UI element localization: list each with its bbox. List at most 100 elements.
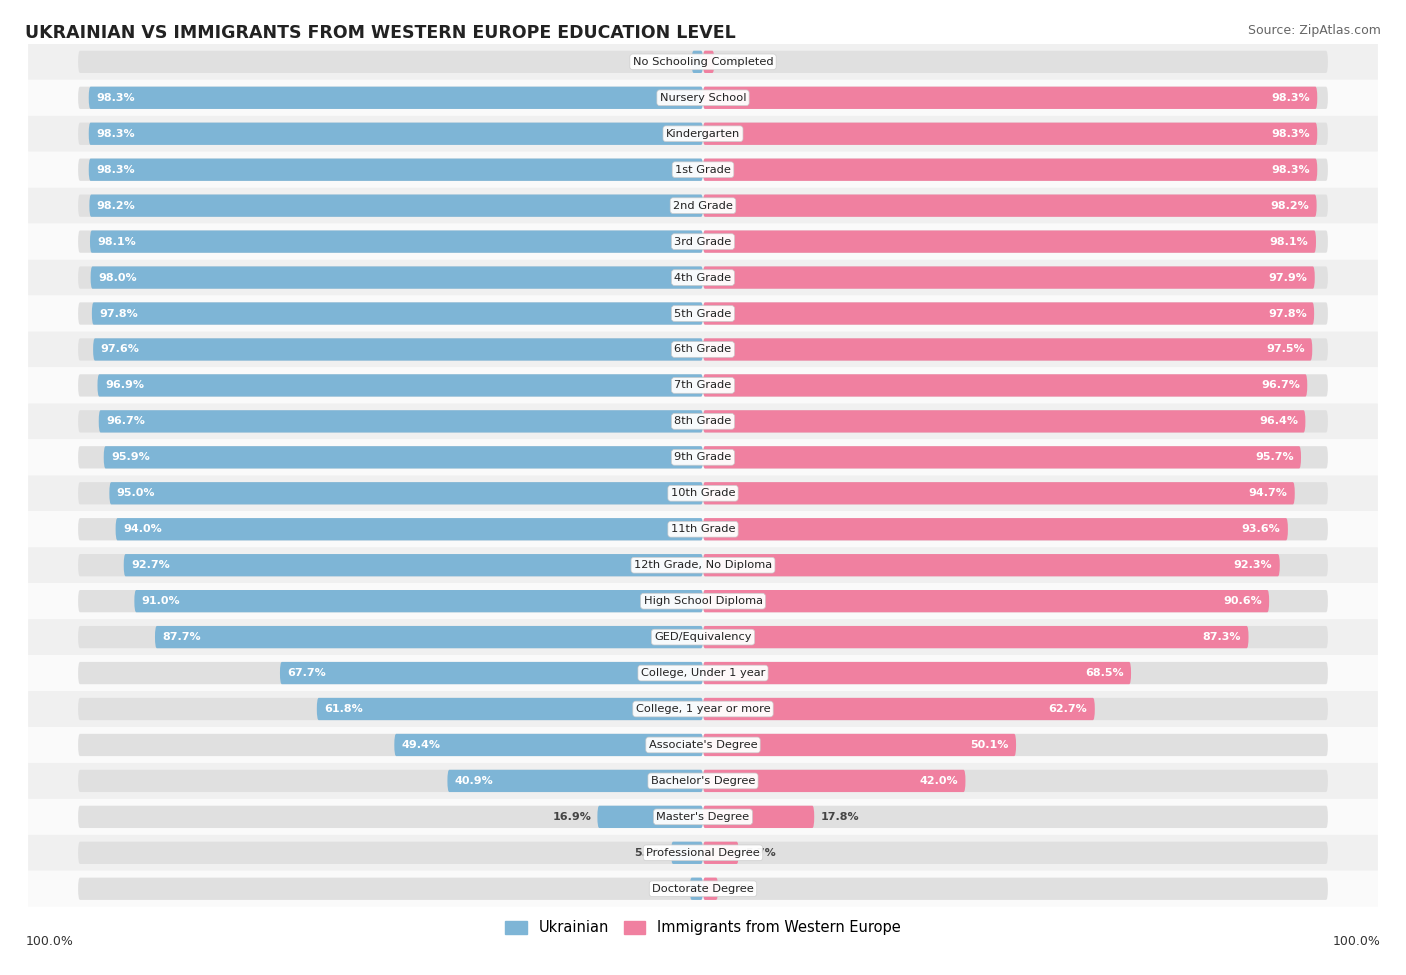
FancyBboxPatch shape bbox=[703, 805, 1327, 828]
FancyBboxPatch shape bbox=[79, 626, 703, 648]
Text: 97.8%: 97.8% bbox=[100, 308, 138, 319]
FancyBboxPatch shape bbox=[703, 662, 1327, 684]
FancyBboxPatch shape bbox=[89, 87, 703, 109]
FancyBboxPatch shape bbox=[28, 295, 1378, 332]
FancyBboxPatch shape bbox=[79, 662, 703, 684]
Text: Master's Degree: Master's Degree bbox=[657, 812, 749, 822]
Text: 1.8%: 1.8% bbox=[655, 57, 686, 67]
Text: 87.7%: 87.7% bbox=[163, 632, 201, 643]
Text: Kindergarten: Kindergarten bbox=[666, 129, 740, 138]
FancyBboxPatch shape bbox=[79, 302, 703, 325]
FancyBboxPatch shape bbox=[28, 332, 1378, 368]
Text: 61.8%: 61.8% bbox=[325, 704, 363, 714]
Text: Doctorate Degree: Doctorate Degree bbox=[652, 883, 754, 894]
FancyBboxPatch shape bbox=[703, 483, 1327, 504]
FancyBboxPatch shape bbox=[28, 44, 1378, 80]
FancyBboxPatch shape bbox=[690, 878, 703, 900]
FancyBboxPatch shape bbox=[28, 116, 1378, 152]
FancyBboxPatch shape bbox=[703, 698, 1095, 721]
FancyBboxPatch shape bbox=[79, 266, 703, 289]
FancyBboxPatch shape bbox=[79, 123, 703, 145]
Text: 97.9%: 97.9% bbox=[1268, 273, 1308, 283]
Text: UKRAINIAN VS IMMIGRANTS FROM WESTERN EUROPE EDUCATION LEVEL: UKRAINIAN VS IMMIGRANTS FROM WESTERN EUR… bbox=[25, 24, 737, 42]
Text: 6th Grade: 6th Grade bbox=[675, 344, 731, 355]
FancyBboxPatch shape bbox=[89, 123, 703, 145]
Text: 1.8%: 1.8% bbox=[720, 57, 751, 67]
FancyBboxPatch shape bbox=[28, 655, 1378, 691]
Text: 2nd Grade: 2nd Grade bbox=[673, 201, 733, 211]
FancyBboxPatch shape bbox=[703, 374, 1308, 397]
FancyBboxPatch shape bbox=[280, 662, 703, 684]
FancyBboxPatch shape bbox=[703, 590, 1327, 612]
Text: 97.6%: 97.6% bbox=[101, 344, 139, 355]
FancyBboxPatch shape bbox=[28, 835, 1378, 871]
FancyBboxPatch shape bbox=[28, 583, 1378, 619]
Text: 92.7%: 92.7% bbox=[131, 561, 170, 570]
FancyBboxPatch shape bbox=[79, 554, 703, 576]
FancyBboxPatch shape bbox=[98, 410, 703, 433]
Text: 67.7%: 67.7% bbox=[287, 668, 326, 678]
FancyBboxPatch shape bbox=[90, 230, 703, 253]
FancyBboxPatch shape bbox=[703, 123, 1317, 145]
FancyBboxPatch shape bbox=[703, 87, 1317, 109]
Text: 98.1%: 98.1% bbox=[1270, 237, 1309, 247]
FancyBboxPatch shape bbox=[703, 338, 1327, 361]
FancyBboxPatch shape bbox=[28, 404, 1378, 440]
FancyBboxPatch shape bbox=[79, 518, 703, 540]
Text: 2.4%: 2.4% bbox=[724, 883, 755, 894]
FancyBboxPatch shape bbox=[28, 511, 1378, 547]
FancyBboxPatch shape bbox=[79, 338, 703, 361]
FancyBboxPatch shape bbox=[28, 547, 1378, 583]
FancyBboxPatch shape bbox=[79, 770, 703, 792]
FancyBboxPatch shape bbox=[124, 554, 703, 576]
Text: 5th Grade: 5th Grade bbox=[675, 308, 731, 319]
Text: 96.9%: 96.9% bbox=[105, 380, 143, 390]
FancyBboxPatch shape bbox=[79, 410, 703, 433]
FancyBboxPatch shape bbox=[135, 590, 703, 612]
FancyBboxPatch shape bbox=[703, 410, 1305, 433]
Text: 100.0%: 100.0% bbox=[25, 935, 73, 948]
FancyBboxPatch shape bbox=[79, 841, 703, 864]
FancyBboxPatch shape bbox=[703, 159, 1317, 180]
FancyBboxPatch shape bbox=[703, 230, 1327, 253]
Text: 96.7%: 96.7% bbox=[1261, 380, 1299, 390]
FancyBboxPatch shape bbox=[703, 770, 966, 792]
FancyBboxPatch shape bbox=[703, 302, 1327, 325]
FancyBboxPatch shape bbox=[703, 626, 1327, 648]
Text: College, Under 1 year: College, Under 1 year bbox=[641, 668, 765, 678]
FancyBboxPatch shape bbox=[79, 447, 703, 468]
FancyBboxPatch shape bbox=[703, 734, 1017, 756]
Text: 2.1%: 2.1% bbox=[652, 883, 683, 894]
FancyBboxPatch shape bbox=[703, 518, 1288, 540]
FancyBboxPatch shape bbox=[703, 878, 718, 900]
Text: 92.3%: 92.3% bbox=[1233, 561, 1272, 570]
FancyBboxPatch shape bbox=[28, 223, 1378, 259]
FancyBboxPatch shape bbox=[28, 691, 1378, 727]
FancyBboxPatch shape bbox=[90, 266, 703, 289]
Text: 98.3%: 98.3% bbox=[1271, 129, 1310, 138]
Text: 98.2%: 98.2% bbox=[97, 201, 135, 211]
Text: 11th Grade: 11th Grade bbox=[671, 525, 735, 534]
Text: 50.1%: 50.1% bbox=[970, 740, 1008, 750]
FancyBboxPatch shape bbox=[91, 302, 703, 325]
FancyBboxPatch shape bbox=[316, 698, 703, 721]
Text: 3rd Grade: 3rd Grade bbox=[675, 237, 731, 247]
FancyBboxPatch shape bbox=[90, 195, 703, 216]
FancyBboxPatch shape bbox=[703, 230, 1316, 253]
FancyBboxPatch shape bbox=[79, 698, 703, 721]
FancyBboxPatch shape bbox=[447, 770, 703, 792]
Text: 96.4%: 96.4% bbox=[1258, 416, 1298, 426]
Text: 98.3%: 98.3% bbox=[1271, 93, 1310, 102]
Text: 96.7%: 96.7% bbox=[107, 416, 145, 426]
FancyBboxPatch shape bbox=[598, 805, 703, 828]
FancyBboxPatch shape bbox=[703, 123, 1327, 145]
FancyBboxPatch shape bbox=[703, 410, 1327, 433]
FancyBboxPatch shape bbox=[703, 662, 1130, 684]
Text: GED/Equivalency: GED/Equivalency bbox=[654, 632, 752, 643]
Text: 10th Grade: 10th Grade bbox=[671, 488, 735, 498]
FancyBboxPatch shape bbox=[79, 483, 703, 504]
FancyBboxPatch shape bbox=[703, 374, 1327, 397]
FancyBboxPatch shape bbox=[703, 266, 1315, 289]
FancyBboxPatch shape bbox=[703, 554, 1279, 576]
Text: 97.5%: 97.5% bbox=[1267, 344, 1305, 355]
